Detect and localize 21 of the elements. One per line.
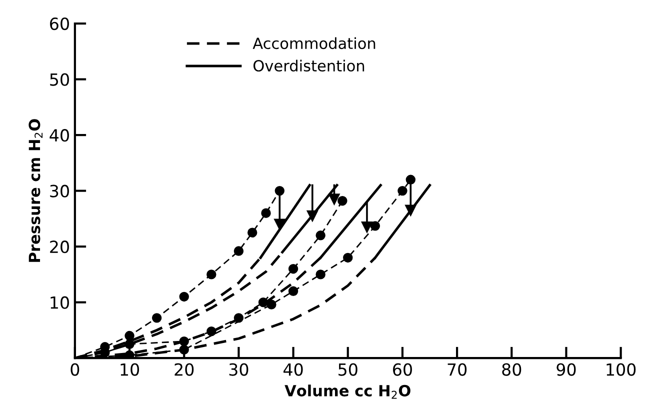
y-tick-label: 60 xyxy=(50,18,69,30)
x-tick-label: 60 xyxy=(393,363,412,376)
y-tick-label: 10 xyxy=(50,296,69,309)
x-tick-label: 50 xyxy=(338,363,358,376)
legend-label: Overdistention xyxy=(253,60,364,72)
x-tick-label: 70 xyxy=(448,363,467,376)
legend-label: Accommodation xyxy=(252,37,376,50)
y-tick-label: 20 xyxy=(50,240,69,254)
y-tick-label: 50 xyxy=(50,73,69,86)
x-tick-label: 20 xyxy=(174,363,194,376)
y-axis-title: Pressure cm H$_{2}$O xyxy=(28,119,43,262)
x-tick-label: 10 xyxy=(120,363,140,376)
y-tick-label: 30 xyxy=(50,184,69,198)
x-tick-label: 100 xyxy=(606,363,636,376)
x-axis-title: Volume cc H$_{2}$O xyxy=(284,384,410,399)
x-tick-label: 80 xyxy=(502,363,522,376)
x-tick-label: 30 xyxy=(229,363,248,376)
x-tick-label: 0 xyxy=(70,363,80,376)
x-tick-label: 90 xyxy=(556,363,576,376)
y-tick-label: 40 xyxy=(50,129,69,142)
x-tick-label: 40 xyxy=(283,363,303,376)
